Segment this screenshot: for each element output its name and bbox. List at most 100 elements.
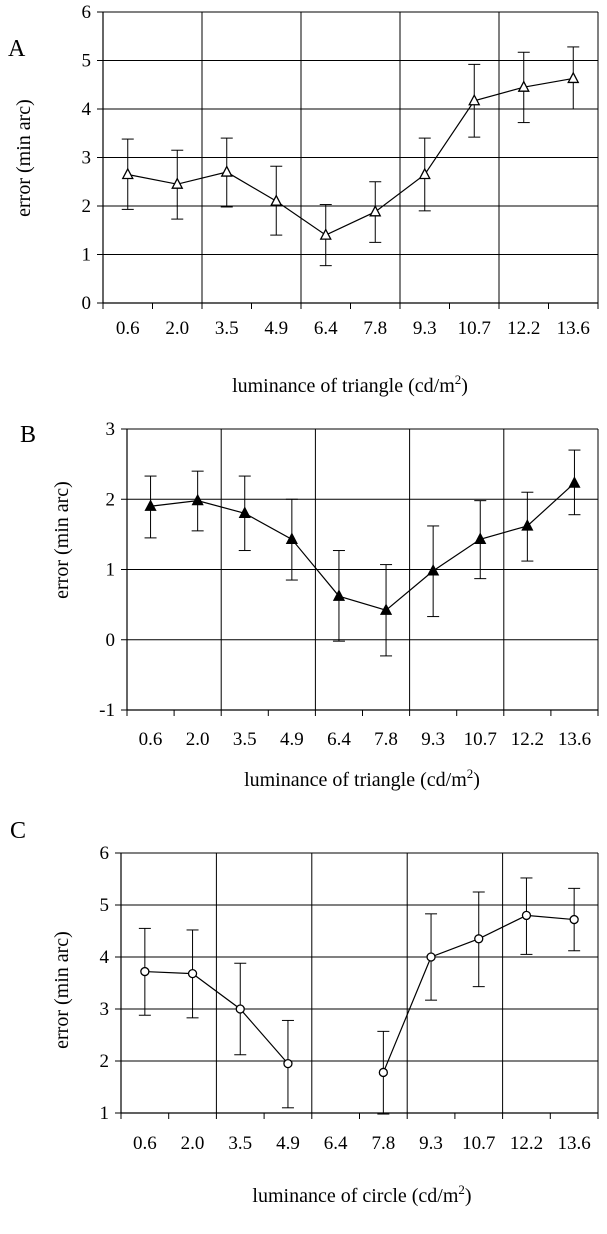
panel-a-xlabel-text: luminance of triangle (cd/m [232,375,455,397]
panel-b-point [521,519,534,531]
panel-a-point [567,71,580,84]
panel-c-ytick-label: 5 [100,895,110,916]
panel-label-a: A [8,36,26,62]
panel-c-ytick-label: 3 [100,999,110,1020]
panel-b-xlabel-text: luminance of triangle (cd/m [244,769,467,791]
panel-a-point [220,165,233,177]
panel-a-point [270,194,283,206]
panel-a-point [418,167,431,180]
panel-a-series-line [127,77,574,236]
panel-c-xtick-label: 2.0 [181,1133,205,1154]
panel-c-ylabel: error (min arc) [51,931,73,1049]
panel-c-point [235,1004,245,1014]
panel-b-point [427,564,440,576]
panel-b-xlabel: luminance of triangle (cd/m2) [244,766,480,791]
panel-a-xlabel-close: ) [461,375,468,397]
panel-a-ytick-label: 3 [82,148,92,169]
panel-a-xtick-label: 9.3 [413,318,437,339]
panel-b-ytick-label: 3 [106,419,116,440]
panel-b-xtick-label: 0.6 [139,729,163,750]
panel-c-ytick-label: 2 [100,1051,110,1072]
panel-c-plot: 1 2 3 4 5 6 0.6 2.0 3.5 4.9 6.4 7.8 9.3 10.7 12.2 13.6 [100,843,599,1154]
panel-b-xtick-label: 12.2 [511,729,544,750]
panel-a-ytick-label: 6 [82,2,92,23]
panel-a-point [369,204,382,217]
panel-c-xlabel-text: luminance of circle (cd/m [252,1185,458,1207]
panel-c-xlabel: luminance of circle (cd/m2) [252,1182,471,1207]
panel-c-xtick-label: 4.9 [276,1133,300,1154]
panel-c-point [187,968,198,979]
panel-b-xtick-label: 2.0 [186,729,210,750]
panel-c-xtick-label: 0.6 [133,1133,157,1154]
panel-c-xtick-label: 12.2 [510,1133,543,1154]
panel-b-xtick-label: 4.9 [280,729,304,750]
panel-label-b: B [20,422,36,448]
panel-c-point [378,1067,389,1078]
panel-a-ytick-label: 5 [82,51,92,72]
panel-c-xtick-label: 6.4 [324,1133,348,1154]
panel-b-ytick-label: -1 [99,700,115,721]
panel-a-xtick-label: 2.0 [165,318,189,339]
panel-c-ytick-label: 1 [100,1103,110,1124]
panel-a-xlabel: luminance of triangle (cd/m2) [232,372,468,397]
panel-b-ylabel: error (min arc) [51,481,73,599]
panel-a-point [517,80,530,92]
panel-c-xtick-label: 7.8 [371,1133,395,1154]
panel-a-ytick-label: 0 [82,293,92,314]
panel-b-xtick-label: 3.5 [233,729,257,750]
panel-b-xtick-label: 13.6 [558,729,591,750]
panel-a-xtick-label: 0.6 [116,318,140,339]
panel-b-point [474,532,487,544]
panel-b-xtick-label: 10.7 [464,729,497,750]
panel-a-ylabel: error (min arc) [13,99,35,217]
panel-b-series-line [150,482,575,611]
panel-b-xtick-label: 7.8 [374,729,398,750]
panel-c-xtick-label: 3.5 [228,1133,252,1154]
panel-c-ytick-label: 4 [100,947,110,968]
panel-b-xlabel-sup: 2 [467,766,474,781]
panel-b-point [144,499,157,511]
panel-a-xtick-label: 10.7 [458,318,491,339]
panel-b-point [285,532,298,544]
panel-a-ytick-label: 4 [82,99,92,120]
panel-a-point [121,167,134,180]
panel-c-point [569,914,579,925]
panel-c-point [474,934,484,944]
panel-b-ytick-label: 0 [106,630,116,651]
panel-a-point [171,177,184,189]
panel-a-point [468,93,481,106]
panel-c-point [283,1058,293,1069]
panel-b-plot: -1 0 1 2 3 0.6 2.0 3.5 4.9 6.4 7.8 9.3 10.7 12.2 13.6 [99,419,599,750]
panel-c-point [426,952,436,962]
panel-c-point [140,966,150,977]
panel-a-xtick-label: 3.5 [215,318,239,339]
panel-label-c: C [10,818,26,844]
panel-c-ytick-label: 6 [100,843,110,864]
panel-c-xtick-label: 9.3 [419,1133,443,1154]
panel-c-point [521,910,532,921]
panel-a-xtick-label: 13.6 [557,318,590,339]
panel-b-ytick-label: 2 [106,489,116,510]
panel-a-ytick-label: 1 [82,245,92,266]
panel-c-series-line [144,970,289,1064]
panel-a-xtick-label: 4.9 [264,318,288,339]
panel-a-point [319,228,332,240]
panel-c-xlabel-close: ) [465,1185,472,1207]
panel-b-point [332,589,346,601]
panel-c-xlabel-sup: 2 [458,1182,465,1197]
panel-b-ytick-label: 1 [106,560,116,581]
panel-b-xtick-label: 9.3 [421,729,445,750]
panel-a-plot: 0 1 2 3 4 5 6 0.6 2.0 3.5 4.9 6.4 7.8 9.3 10.7 12.2 13.6 [82,2,599,339]
panel-c-xtick-label: 13.6 [558,1133,591,1154]
panel-a-ytick-label: 2 [82,196,92,217]
panel-b-xtick-label: 6.4 [327,729,351,750]
panel-b-xlabel-close: ) [473,769,480,791]
panel-c-xtick-label: 10.7 [462,1133,495,1154]
panel-b-point [238,506,251,518]
panel-a-xtick-label: 6.4 [314,318,338,339]
panel-a-xlabel-sup: 2 [455,372,462,387]
panel-b-point [191,493,204,506]
panel-a-xtick-label: 7.8 [363,318,387,339]
panel-b-point [379,603,393,615]
